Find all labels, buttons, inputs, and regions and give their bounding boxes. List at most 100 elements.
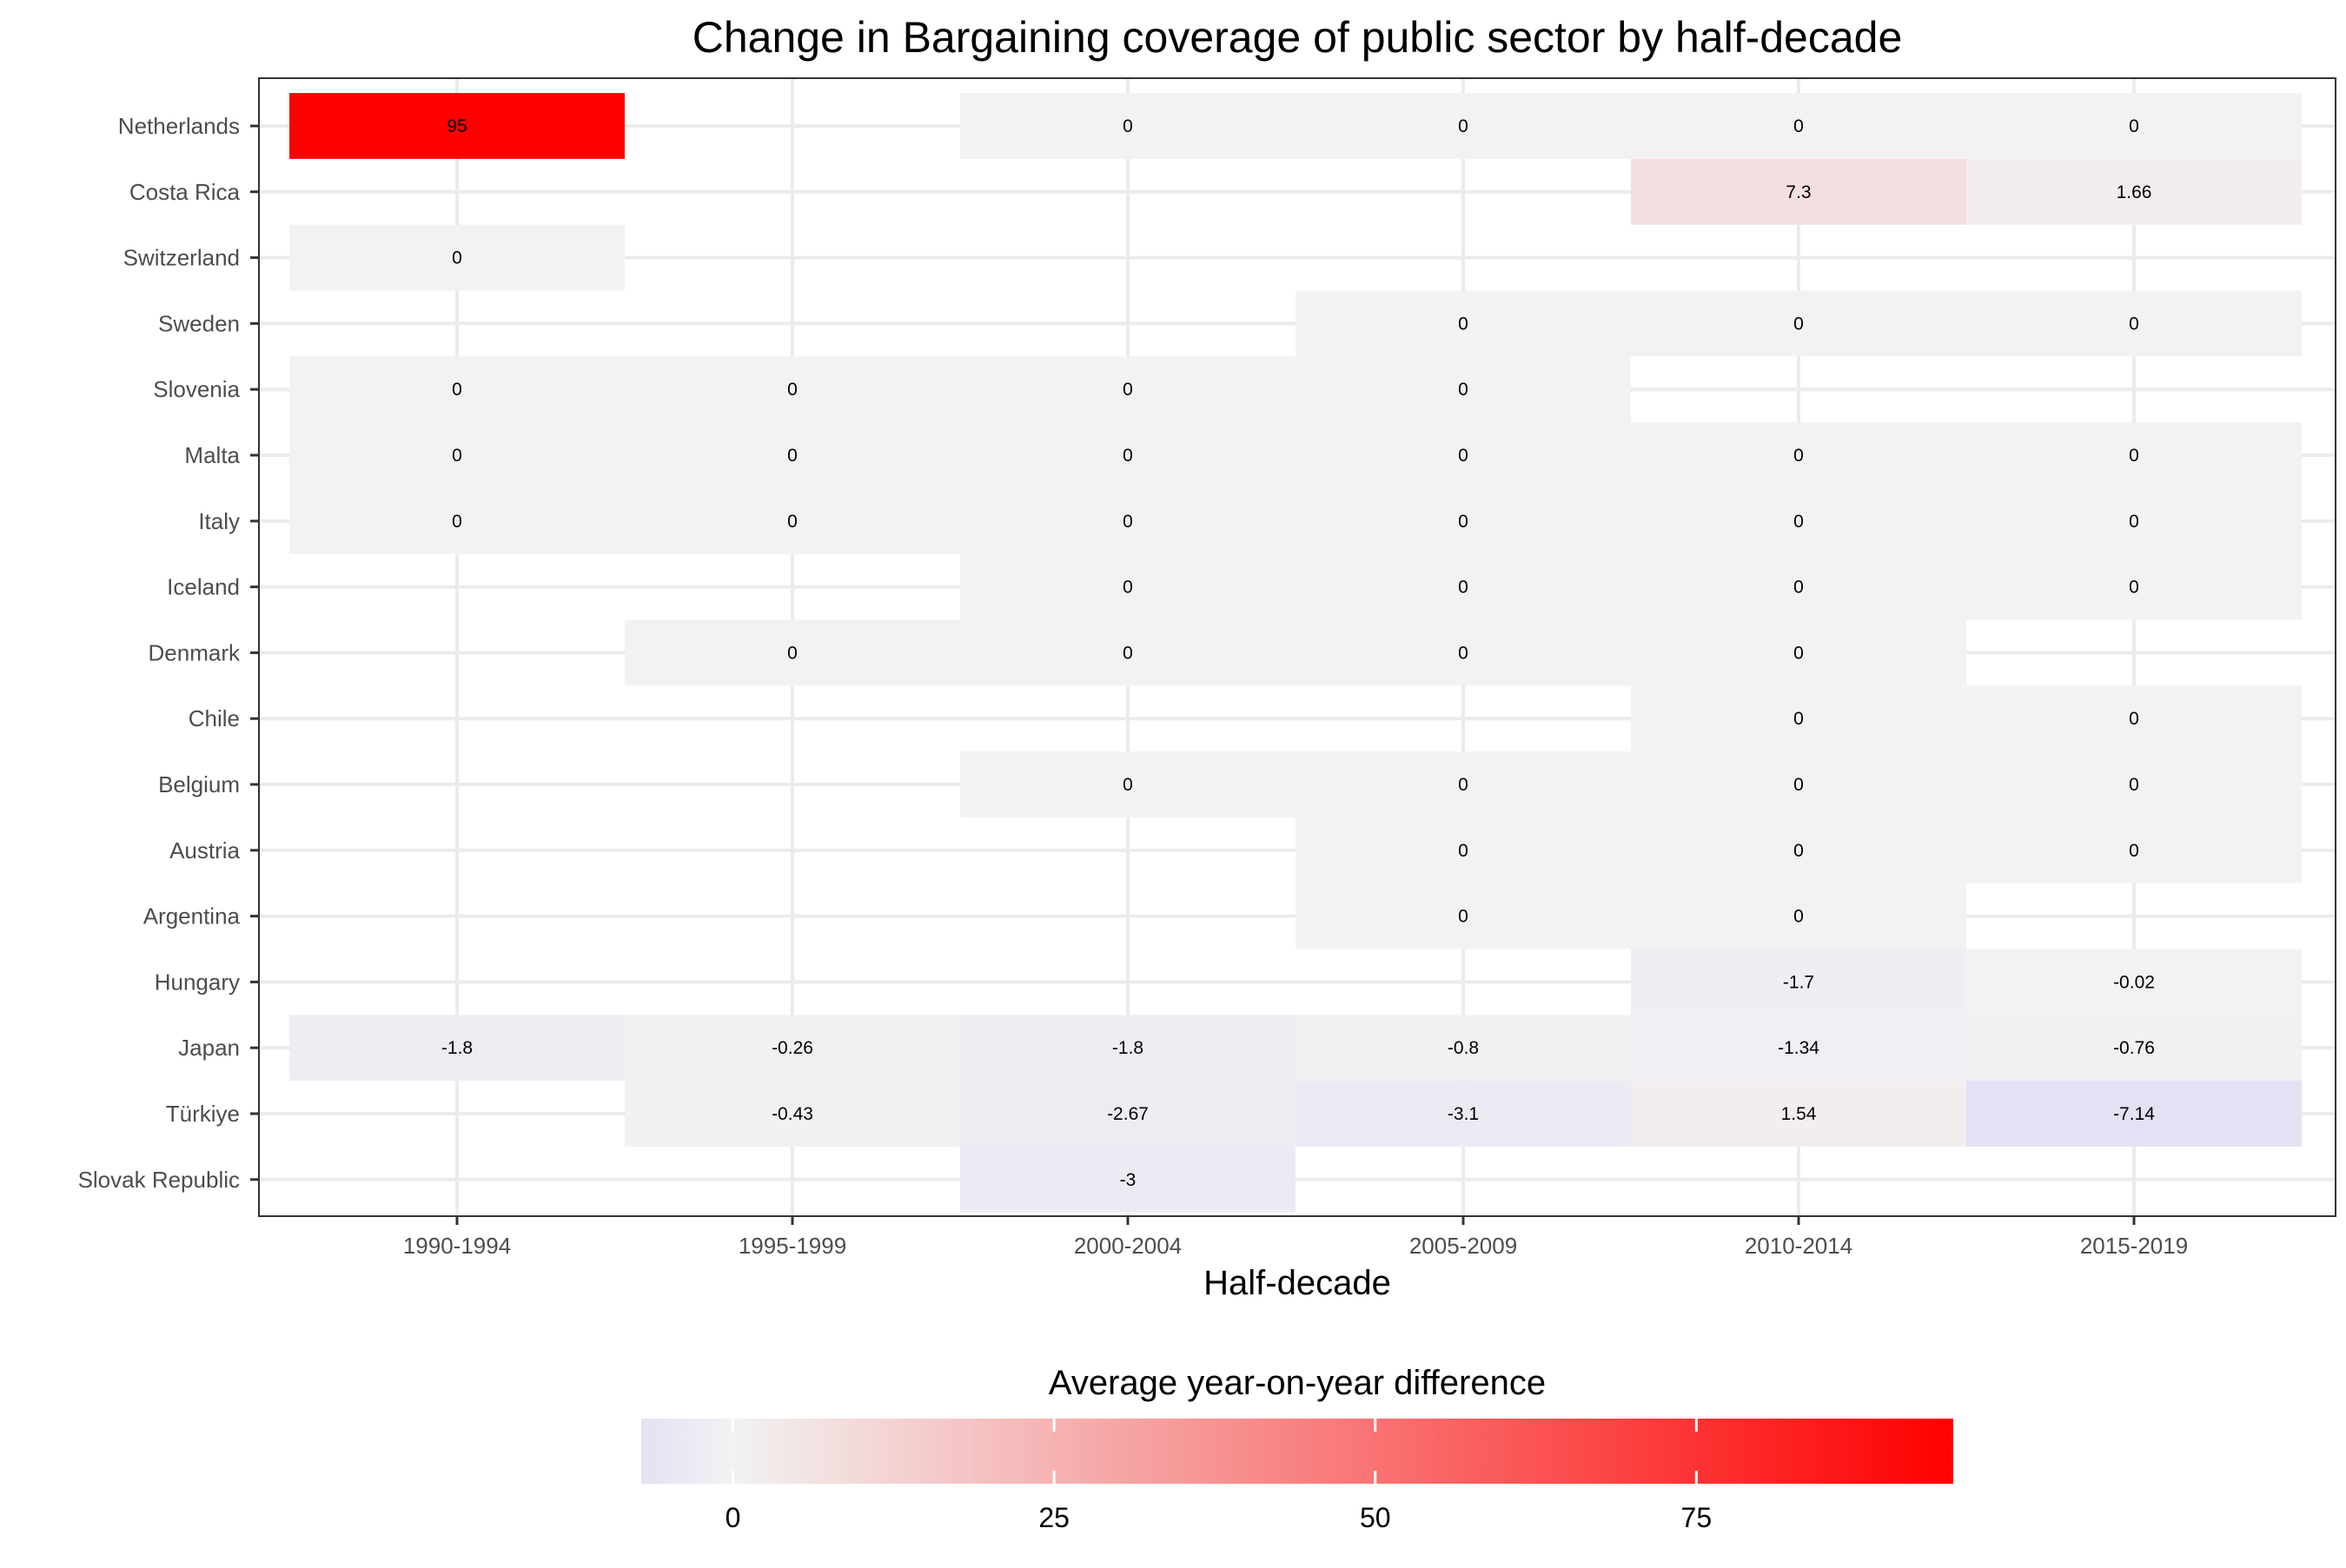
- heatmap-cell: [1631, 553, 1966, 620]
- cell-value-label: 0: [1123, 512, 1133, 532]
- cell-value-label: 0: [1793, 841, 1804, 861]
- heatmap-cell: [1631, 158, 1966, 225]
- cell-value-label: 0: [1458, 512, 1468, 532]
- heatmap-cell: [1966, 1015, 2302, 1082]
- cell-value-label: 0: [1793, 709, 1804, 729]
- legend-colorbar: [641, 1419, 1953, 1484]
- cell-value-label: 0: [1793, 907, 1804, 927]
- heatmap-cell: [1296, 93, 1631, 159]
- heatmap-cell: [289, 356, 625, 423]
- y-tick-label: Austria: [169, 837, 240, 863]
- cell-value-label: 7.3: [1786, 182, 1811, 202]
- cell-value-label: 1.66: [2117, 182, 2152, 202]
- heatmap-cell: [625, 422, 960, 488]
- heatmap-cell: [1296, 422, 1631, 488]
- heatmap-cell: [1296, 817, 1631, 883]
- heatmap-cell: [289, 487, 625, 554]
- heatmap-cell: [1296, 883, 1631, 949]
- cell-value-label: 0: [787, 446, 798, 466]
- cell-value-label: 0: [1793, 314, 1804, 334]
- cell-value-label: 0: [1123, 446, 1133, 466]
- cell-value-label: 0: [1458, 380, 1468, 400]
- y-tick-label: Iceland: [167, 574, 240, 600]
- legend-tick-label: 75: [1681, 1502, 1713, 1533]
- heatmap-cell: [1966, 949, 2302, 1016]
- cell-value-label: 0: [2129, 775, 2139, 795]
- heatmap-cell: [1296, 553, 1631, 620]
- cell-value-label: 0: [1793, 578, 1804, 598]
- cell-value-label: 0: [787, 643, 798, 663]
- heatmap-cell: [960, 619, 1296, 686]
- color-legend: Average year-on-year difference 0 25 50 75: [641, 1364, 1953, 1533]
- y-tick-label: Netherlands: [118, 113, 240, 139]
- cell-value-label: -1.8: [441, 1038, 473, 1058]
- y-tick-label: Costa Rica: [129, 179, 241, 205]
- heatmap-cell: [1966, 487, 2302, 554]
- y-tick-label: Malta: [184, 442, 240, 468]
- axis-layer: Netherlands Costa Rica Switzerland Sweden Sl…: [78, 113, 2189, 1259]
- heatmap-cell: [289, 224, 625, 291]
- heatmap-cell: [960, 1146, 1296, 1213]
- y-tick-label: Argentina: [143, 903, 241, 930]
- heatmap-cell: [1966, 1081, 2302, 1147]
- y-tick-label: Sweden: [158, 310, 240, 336]
- heatmap-cell: [625, 1081, 960, 1147]
- y-tick-label: Slovenia: [153, 376, 240, 402]
- cell-value-label: -1.8: [1112, 1038, 1143, 1058]
- heatmap-cell: [1296, 487, 1631, 554]
- y-tick-label: Italy: [198, 508, 240, 534]
- cell-value-label: 0: [452, 512, 462, 532]
- heatmap-cell: [960, 553, 1296, 620]
- legend-tick-label: 0: [726, 1502, 741, 1533]
- cell-value-label: 0: [1458, 643, 1468, 663]
- cell-value-label: 0: [1123, 643, 1133, 663]
- heatmap-cell: [1631, 685, 1966, 752]
- cell-value-label: 0: [1458, 907, 1468, 927]
- legend-title: Average year-on-year difference: [1049, 1364, 1546, 1402]
- heatmap-cell: [1631, 290, 1966, 357]
- cell-value-label: -3: [1120, 1170, 1137, 1190]
- x-axis-title: Half-decade: [1203, 1264, 1391, 1302]
- heatmap-cell: [1966, 553, 2302, 620]
- y-tick-label: Japan: [178, 1035, 240, 1061]
- heatmap-cell: [1631, 949, 1966, 1016]
- heatmap-cell: [625, 619, 960, 686]
- heatmap-cell: [289, 93, 625, 159]
- cell-value-label: 0: [1793, 116, 1804, 136]
- heatmap-cell: [1631, 817, 1966, 883]
- cell-value-label: -0.43: [772, 1104, 813, 1124]
- y-tick-label: Hungary: [155, 969, 240, 995]
- y-tick-label: Chile: [189, 705, 240, 731]
- cell-value-label: 0: [452, 446, 462, 466]
- cell-value-label: 0: [1793, 643, 1804, 663]
- legend-ticks: 0 25 50 75: [726, 1419, 1712, 1533]
- cell-value-label: 0: [452, 248, 462, 268]
- cell-value-label: 0: [1123, 578, 1133, 598]
- heatmap-cell: [1296, 751, 1631, 817]
- x-tick-label: 2010-2014: [1745, 1233, 1852, 1259]
- heatmap-cell: [1966, 817, 2302, 883]
- heatmap-cell: [625, 487, 960, 554]
- heatmap-cell: [1631, 751, 1966, 817]
- x-tick-label: 2000-2004: [1074, 1233, 1182, 1259]
- heatmap-cell: [1631, 883, 1966, 949]
- cell-value-label: -0.26: [772, 1038, 813, 1058]
- y-tick-label: Türkiye: [166, 1101, 240, 1127]
- cell-value-label: -7.14: [2113, 1104, 2155, 1124]
- x-tick-label: 1995-1999: [739, 1233, 846, 1259]
- x-tick-label: 1990-1994: [403, 1233, 511, 1259]
- heatmap-cell: [1966, 685, 2302, 752]
- cell-value-label: 0: [2129, 512, 2139, 532]
- heatmap-cell: [289, 1015, 625, 1082]
- heatmap-cell: [960, 1081, 1296, 1147]
- heatmap-cell: [1631, 1081, 1966, 1147]
- cell-value-label: 95: [447, 116, 467, 136]
- heatmap-cell: [1631, 1015, 1966, 1082]
- cell-value-label: 0: [2129, 446, 2139, 466]
- cell-value-label: 0: [1458, 775, 1468, 795]
- heatmap-cell: [1631, 619, 1966, 686]
- heatmap-cell: [1631, 93, 1966, 159]
- cell-value-label: -1.7: [1783, 972, 1814, 992]
